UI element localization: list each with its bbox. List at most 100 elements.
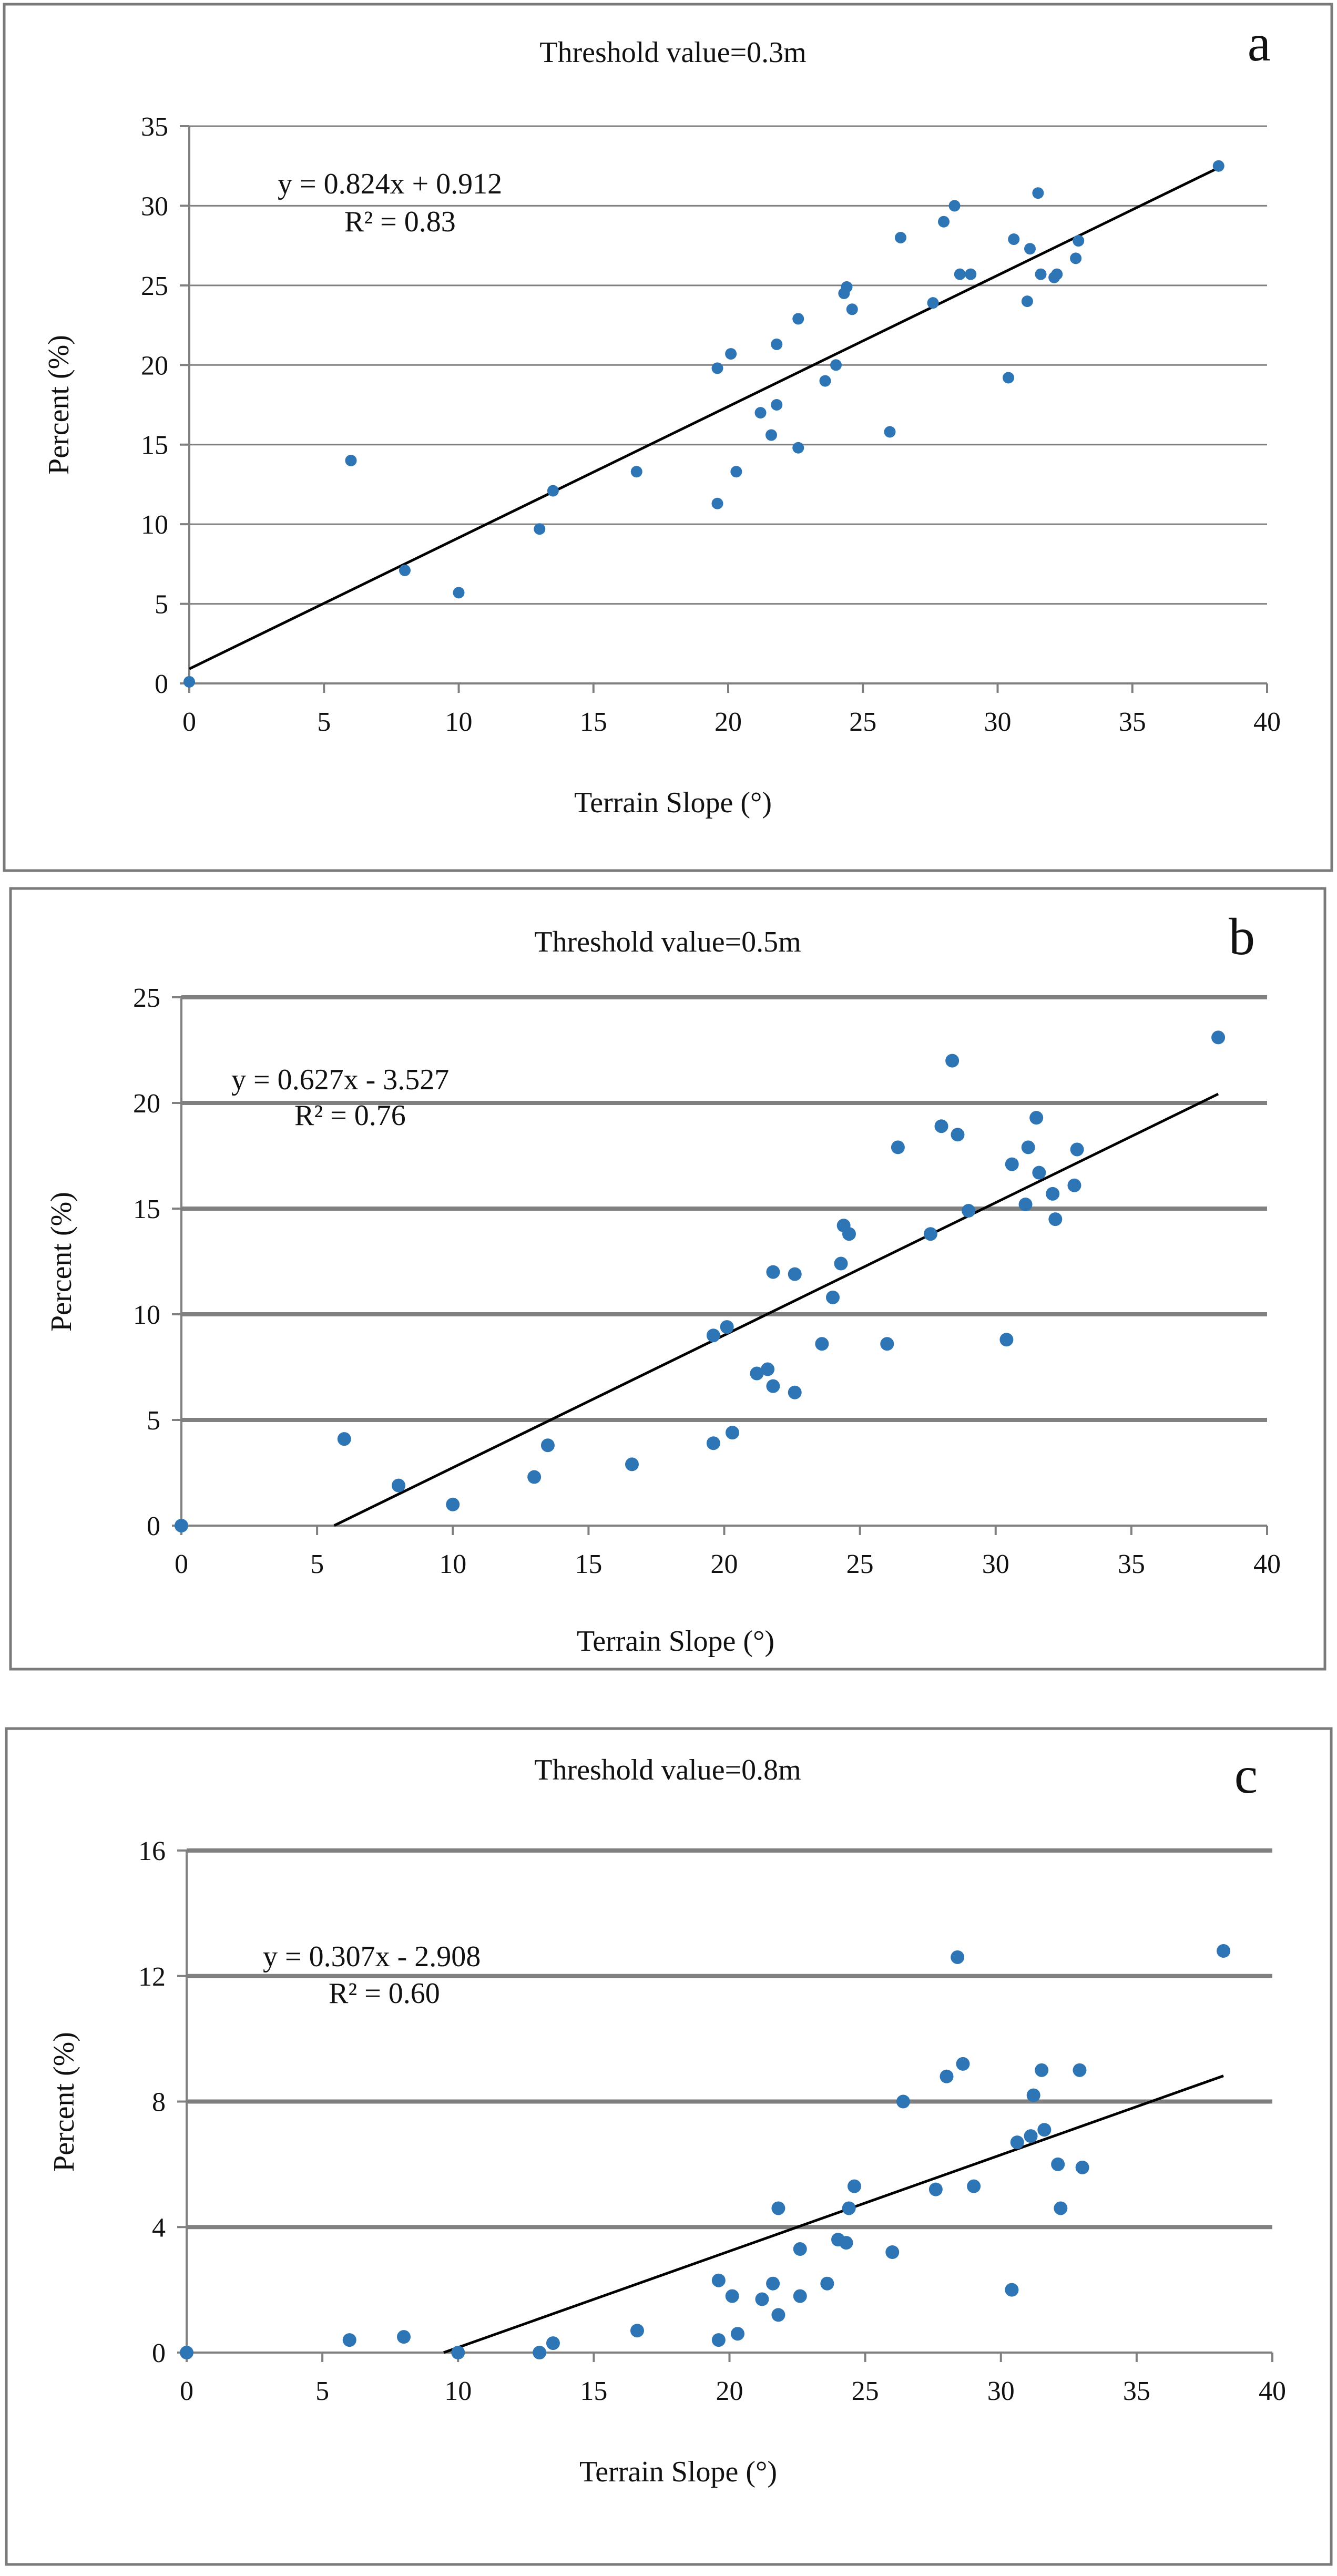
data-point <box>830 359 842 371</box>
data-point <box>766 1265 780 1279</box>
panel-a: 0 5 10 15 20 25 30 35 40 0 5 10 15 20 25 30 35 Threshold … <box>3 3 1333 872</box>
data-point <box>451 2346 465 2359</box>
data-point <box>891 1140 905 1154</box>
y-tick-label: 0 <box>152 2338 166 2368</box>
data-point <box>948 200 961 212</box>
panel-letter: c <box>1234 1746 1258 1804</box>
r-squared-label: R² = 0.76 <box>294 1099 406 1132</box>
data-point <box>793 2242 807 2256</box>
x-axis-label: Terrain Slope (°) <box>579 2456 777 2488</box>
data-point <box>399 564 411 576</box>
panel-frame <box>5 1727 1333 2566</box>
data-point <box>792 313 804 325</box>
x-tick-label: 25 <box>849 707 876 737</box>
data-point <box>951 1950 965 1964</box>
y-tick-label: 4 <box>152 2213 166 2243</box>
data-point <box>534 523 546 535</box>
data-point <box>446 1497 460 1511</box>
y-tick-label: 15 <box>141 431 168 461</box>
data-point <box>954 268 966 280</box>
panel-frame <box>9 887 1326 1671</box>
x-tick-label: 25 <box>846 1549 874 1579</box>
panel-letter: a <box>1248 14 1271 72</box>
data-point <box>730 2327 744 2341</box>
data-point <box>1037 2123 1052 2137</box>
y-tick-label: 10 <box>133 1300 160 1330</box>
trend-line <box>333 1092 1219 1527</box>
trend-equation: y = 0.307x - 2.908 <box>263 1940 481 1973</box>
data-point <box>1021 295 1033 308</box>
data-point <box>342 2333 356 2347</box>
data-point <box>846 303 858 315</box>
data-point <box>1054 2201 1068 2215</box>
trend-equation: y = 0.824x + 0.912 <box>278 168 502 200</box>
data-point <box>928 2182 943 2196</box>
data-point <box>771 399 783 411</box>
x-tick-label: 15 <box>580 2376 607 2406</box>
y-tick-label: 20 <box>141 351 168 381</box>
data-point <box>793 2289 807 2303</box>
data-point <box>711 2333 726 2347</box>
x-tick-label: 10 <box>439 1549 466 1579</box>
data-point <box>1035 268 1047 280</box>
data-point <box>880 1337 894 1351</box>
y-axis-label: Percent (%) <box>43 335 75 475</box>
x-tick-label: 15 <box>580 707 607 737</box>
data-point <box>999 1333 1014 1347</box>
data-point <box>940 2069 954 2083</box>
data-point <box>720 1320 734 1334</box>
data-point <box>771 2308 785 2322</box>
x-tick-label: 30 <box>982 1549 1009 1579</box>
data-point <box>965 268 977 280</box>
data-point <box>788 1267 802 1281</box>
data-point <box>750 1366 764 1381</box>
data-point <box>885 2245 900 2259</box>
data-point <box>711 362 723 374</box>
data-point <box>819 375 831 387</box>
data-point <box>962 1204 976 1218</box>
chart-title: Threshold value=0.8m <box>534 1754 801 1786</box>
data-point <box>923 1227 937 1241</box>
data-point <box>967 2179 981 2193</box>
data-point <box>1024 243 1036 255</box>
x-tick-label: 30 <box>984 707 1012 737</box>
y-tick-label: 35 <box>141 112 168 142</box>
data-point <box>1067 1178 1081 1192</box>
x-tick-label: 20 <box>716 2376 743 2406</box>
r-squared-label: R² = 0.83 <box>344 206 456 238</box>
data-point <box>345 455 357 466</box>
data-point <box>934 1119 948 1133</box>
data-point <box>956 2057 970 2071</box>
panel-c: 0 5 10 15 20 25 30 35 40 0 4 8 12 16 Threshold value=0… <box>5 1727 1333 2566</box>
x-tick-label: 0 <box>175 1549 188 1579</box>
y-tick-label: 20 <box>133 1089 160 1119</box>
data-point <box>547 485 559 497</box>
data-point <box>725 1426 739 1440</box>
data-point <box>896 2094 910 2109</box>
chart-title: Threshold value=0.5m <box>534 926 801 958</box>
data-point <box>1211 1030 1226 1045</box>
data-point <box>754 407 767 419</box>
data-point <box>1032 1166 1046 1180</box>
y-axis-label: Percent (%) <box>48 2032 80 2172</box>
data-point <box>815 1337 829 1351</box>
data-point <box>1008 233 1020 246</box>
data-point <box>766 2276 780 2291</box>
data-point <box>725 2289 739 2303</box>
trend-line <box>188 166 1219 670</box>
data-point <box>1073 235 1085 247</box>
data-point <box>1051 268 1063 280</box>
x-tick-label: 10 <box>445 707 473 737</box>
panel-b: 0 5 10 15 20 25 30 35 40 0 5 10 15 20 25 Threshold valu… <box>9 887 1326 1671</box>
data-point <box>1003 372 1014 384</box>
data-point <box>945 1054 960 1068</box>
data-point <box>183 676 195 688</box>
y-tick-label: 30 <box>141 191 168 221</box>
x-tick-label: 35 <box>1119 707 1146 737</box>
data-point <box>711 2273 726 2287</box>
chart-title: Threshold value=0.3m <box>539 36 806 69</box>
data-point <box>711 497 723 509</box>
y-tick-label: 15 <box>133 1194 160 1224</box>
x-tick-label: 35 <box>1123 2376 1150 2406</box>
